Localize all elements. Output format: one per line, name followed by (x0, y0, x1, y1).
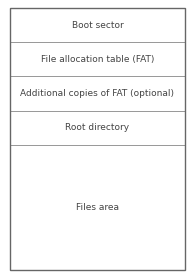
Text: Files area: Files area (76, 203, 119, 212)
Bar (10, 111, 185, 145)
Bar (10, 42, 185, 76)
Bar (10, 145, 185, 270)
Text: Boot sector: Boot sector (72, 21, 123, 29)
Text: Root directory: Root directory (66, 123, 129, 132)
Bar (10, 8, 185, 42)
Bar (10, 8, 185, 270)
Text: File allocation table (FAT): File allocation table (FAT) (41, 55, 154, 64)
Bar (10, 76, 185, 111)
Text: Additional copies of FAT (optional): Additional copies of FAT (optional) (20, 89, 175, 98)
